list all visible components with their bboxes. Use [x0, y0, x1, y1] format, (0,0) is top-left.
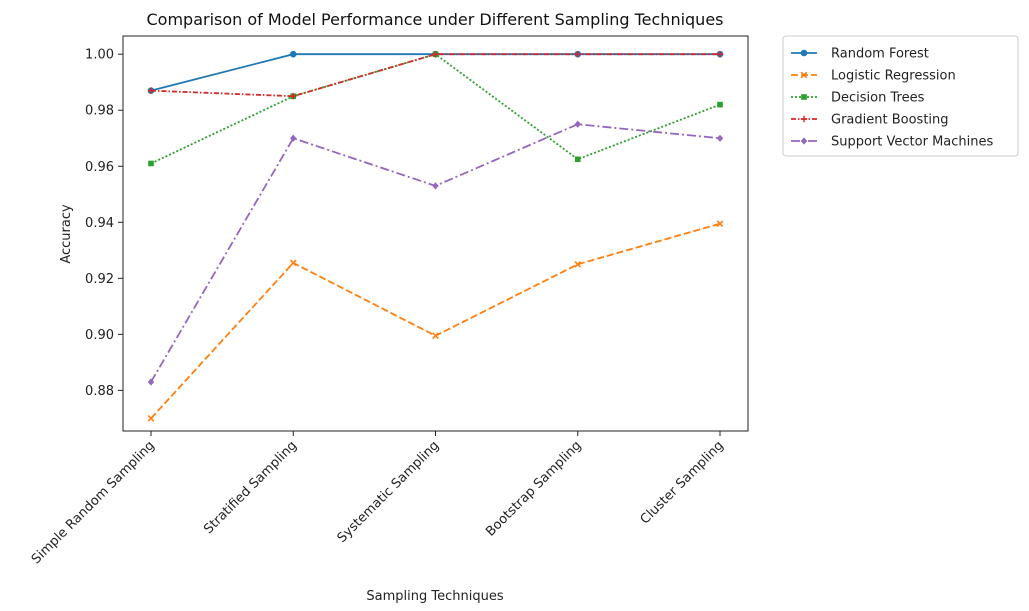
data-point — [290, 93, 297, 100]
legend-label: Gradient Boosting — [831, 113, 949, 128]
data-point — [432, 332, 439, 340]
data-point — [289, 50, 297, 58]
legend-label: Logistic Regression — [831, 69, 956, 84]
data-point — [148, 160, 154, 167]
y-axis-label: Accuracy — [59, 204, 74, 264]
data-point — [147, 87, 155, 94]
data-point — [574, 51, 581, 58]
legend-marker — [800, 71, 808, 79]
series-line-logistic-regression — [150, 222, 721, 420]
legend-label: Random Forest — [831, 47, 929, 62]
x-tick-label: Bootstrap Sampling — [483, 438, 584, 539]
x-tick-label: Stratified Sampling — [201, 438, 300, 537]
legend-marker — [800, 137, 808, 145]
data-point — [290, 134, 297, 142]
legend-marker — [800, 49, 808, 57]
series-line-gradient-boosting — [150, 53, 720, 98]
data-point — [432, 51, 439, 58]
legend-label: Support Vector Machines — [831, 135, 993, 150]
y-tick-label: 0.98 — [85, 104, 114, 119]
x-axis-label: Sampling Techniques — [366, 589, 503, 604]
data-point — [717, 101, 723, 108]
y-tick-label: 0.96 — [85, 160, 114, 175]
x-tick-label: Simple Random Sampling — [29, 438, 158, 567]
data-point — [574, 260, 582, 268]
x-tick-label: Cluster Sampling — [638, 438, 727, 527]
data-point — [432, 182, 439, 190]
y-tick-label: 1.00 — [85, 48, 114, 63]
y-tick-label: 0.90 — [85, 328, 114, 343]
data-point — [147, 378, 155, 386]
y-tick-label: 0.88 — [85, 384, 114, 399]
data-point — [147, 415, 155, 422]
chart-title: Comparison of Model Performance under Di… — [146, 10, 723, 29]
data-point — [716, 134, 724, 142]
plot-area: 0.88 0.90 0.92 0.94 0.96 0.98 1.00 Simple Rando… — [29, 35, 749, 567]
data-point — [574, 120, 581, 128]
legend-marker — [800, 115, 808, 123]
legend-label: Decision Trees — [831, 91, 925, 106]
legend-box — [782, 35, 1019, 157]
data-point — [716, 51, 724, 58]
series-line-decision-trees — [150, 53, 721, 165]
legend: Random Forest Logistic Regression Decision… — [782, 35, 1019, 157]
data-point — [289, 259, 297, 267]
data-point — [716, 220, 724, 228]
series-line-support-vector-machines — [150, 123, 721, 383]
x-tick-label: Systematic Sampling — [335, 438, 443, 546]
plot-frame — [122, 35, 749, 432]
legend-marker — [801, 94, 807, 100]
y-tick-label: 0.92 — [85, 272, 114, 287]
y-tick-label: 0.94 — [85, 216, 114, 231]
data-point — [574, 156, 581, 163]
series-line-random-forest — [150, 53, 720, 92]
